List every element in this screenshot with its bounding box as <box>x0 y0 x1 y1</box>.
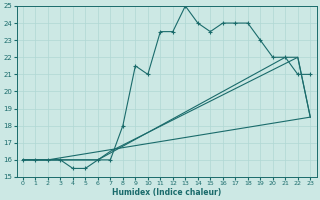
X-axis label: Humidex (Indice chaleur): Humidex (Indice chaleur) <box>112 188 221 197</box>
